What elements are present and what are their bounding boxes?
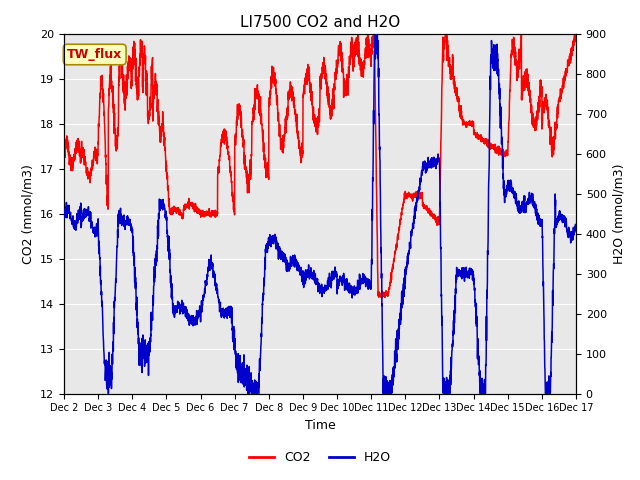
Title: LI7500 CO2 and H2O: LI7500 CO2 and H2O [240,15,400,30]
X-axis label: Time: Time [305,419,335,432]
Y-axis label: H2O (mmol/m3): H2O (mmol/m3) [612,163,625,264]
Y-axis label: CO2 (mmol/m3): CO2 (mmol/m3) [22,164,35,264]
Legend: CO2, H2O: CO2, H2O [244,446,396,469]
Text: TW_flux: TW_flux [67,48,122,61]
